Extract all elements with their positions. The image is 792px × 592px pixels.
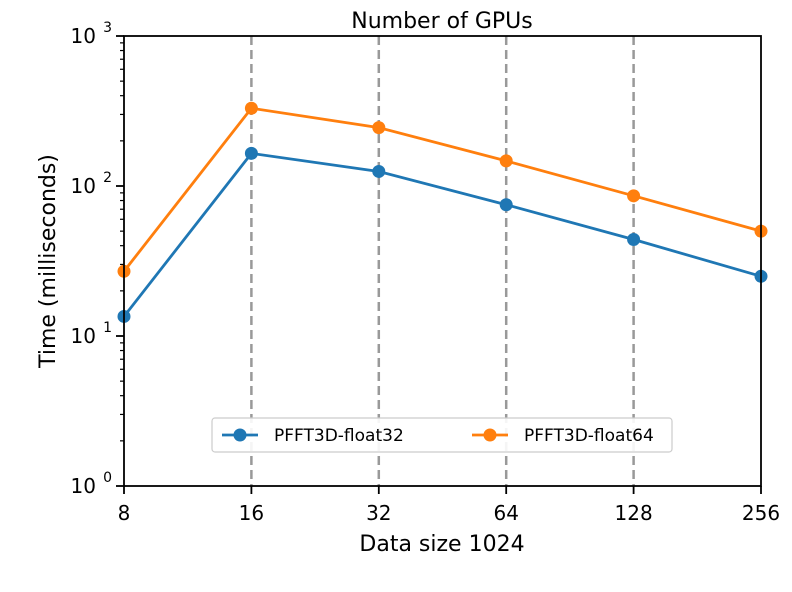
- y-tick-label: 10: [71, 474, 96, 498]
- x-axis-label: Data size 1024: [359, 532, 524, 557]
- legend-box: [211, 417, 673, 453]
- y-axis-label: Time (milliseconds): [36, 154, 61, 369]
- data-point-pfft3d-float64: [627, 189, 641, 203]
- chart-title: Number of GPUs: [351, 9, 532, 34]
- y-tick-label: 10: [71, 324, 96, 348]
- series-line-pfft3d-float64: [122, 106, 762, 273]
- x-tick-label: 8: [118, 501, 131, 525]
- x-axis: 8 16 32 64 128 256: [118, 486, 780, 525]
- legend-marker-pfft3d-float64: [483, 428, 497, 442]
- x-tick-label: 256: [742, 501, 780, 525]
- y-tick-exponent: 3: [103, 20, 112, 36]
- data-point-pfft3d-float64: [244, 101, 258, 115]
- plot-frame: [123, 35, 762, 487]
- x-tick-label: 32: [366, 501, 391, 525]
- data-point-pfft3d-float32: [244, 146, 258, 160]
- y-tick-label: 10: [71, 174, 96, 198]
- data-point-pfft3d-float64: [372, 121, 386, 135]
- legend-label-pfft3d-float32: PFFT3D-float32: [274, 426, 404, 446]
- x-tick-label: 128: [615, 501, 653, 525]
- data-point-pfft3d-float32: [499, 198, 513, 212]
- series-line-pfft3d-float32: [122, 151, 762, 318]
- legend: PFFT3D-float32 PFFT3D-float64: [211, 417, 673, 453]
- x-tick-label: 64: [493, 501, 518, 525]
- x-tick-label: 16: [239, 501, 264, 525]
- y-tick-label: 10: [71, 24, 96, 48]
- series-layer: [117, 101, 768, 323]
- y-tick-exponent: 0: [103, 470, 112, 486]
- data-point-pfft3d-float32: [372, 164, 386, 178]
- y-tick-exponent: 1: [103, 320, 112, 336]
- y-tick-exponent: 2: [103, 170, 112, 186]
- y-axis: 10 0 10 1 10 2 10 3: [71, 20, 124, 498]
- data-point-pfft3d-float32: [627, 232, 641, 246]
- legend-marker-pfft3d-float32: [233, 428, 247, 442]
- legend-label-pfft3d-float64: PFFT3D-float64: [524, 426, 654, 446]
- data-point-pfft3d-float64: [499, 154, 513, 168]
